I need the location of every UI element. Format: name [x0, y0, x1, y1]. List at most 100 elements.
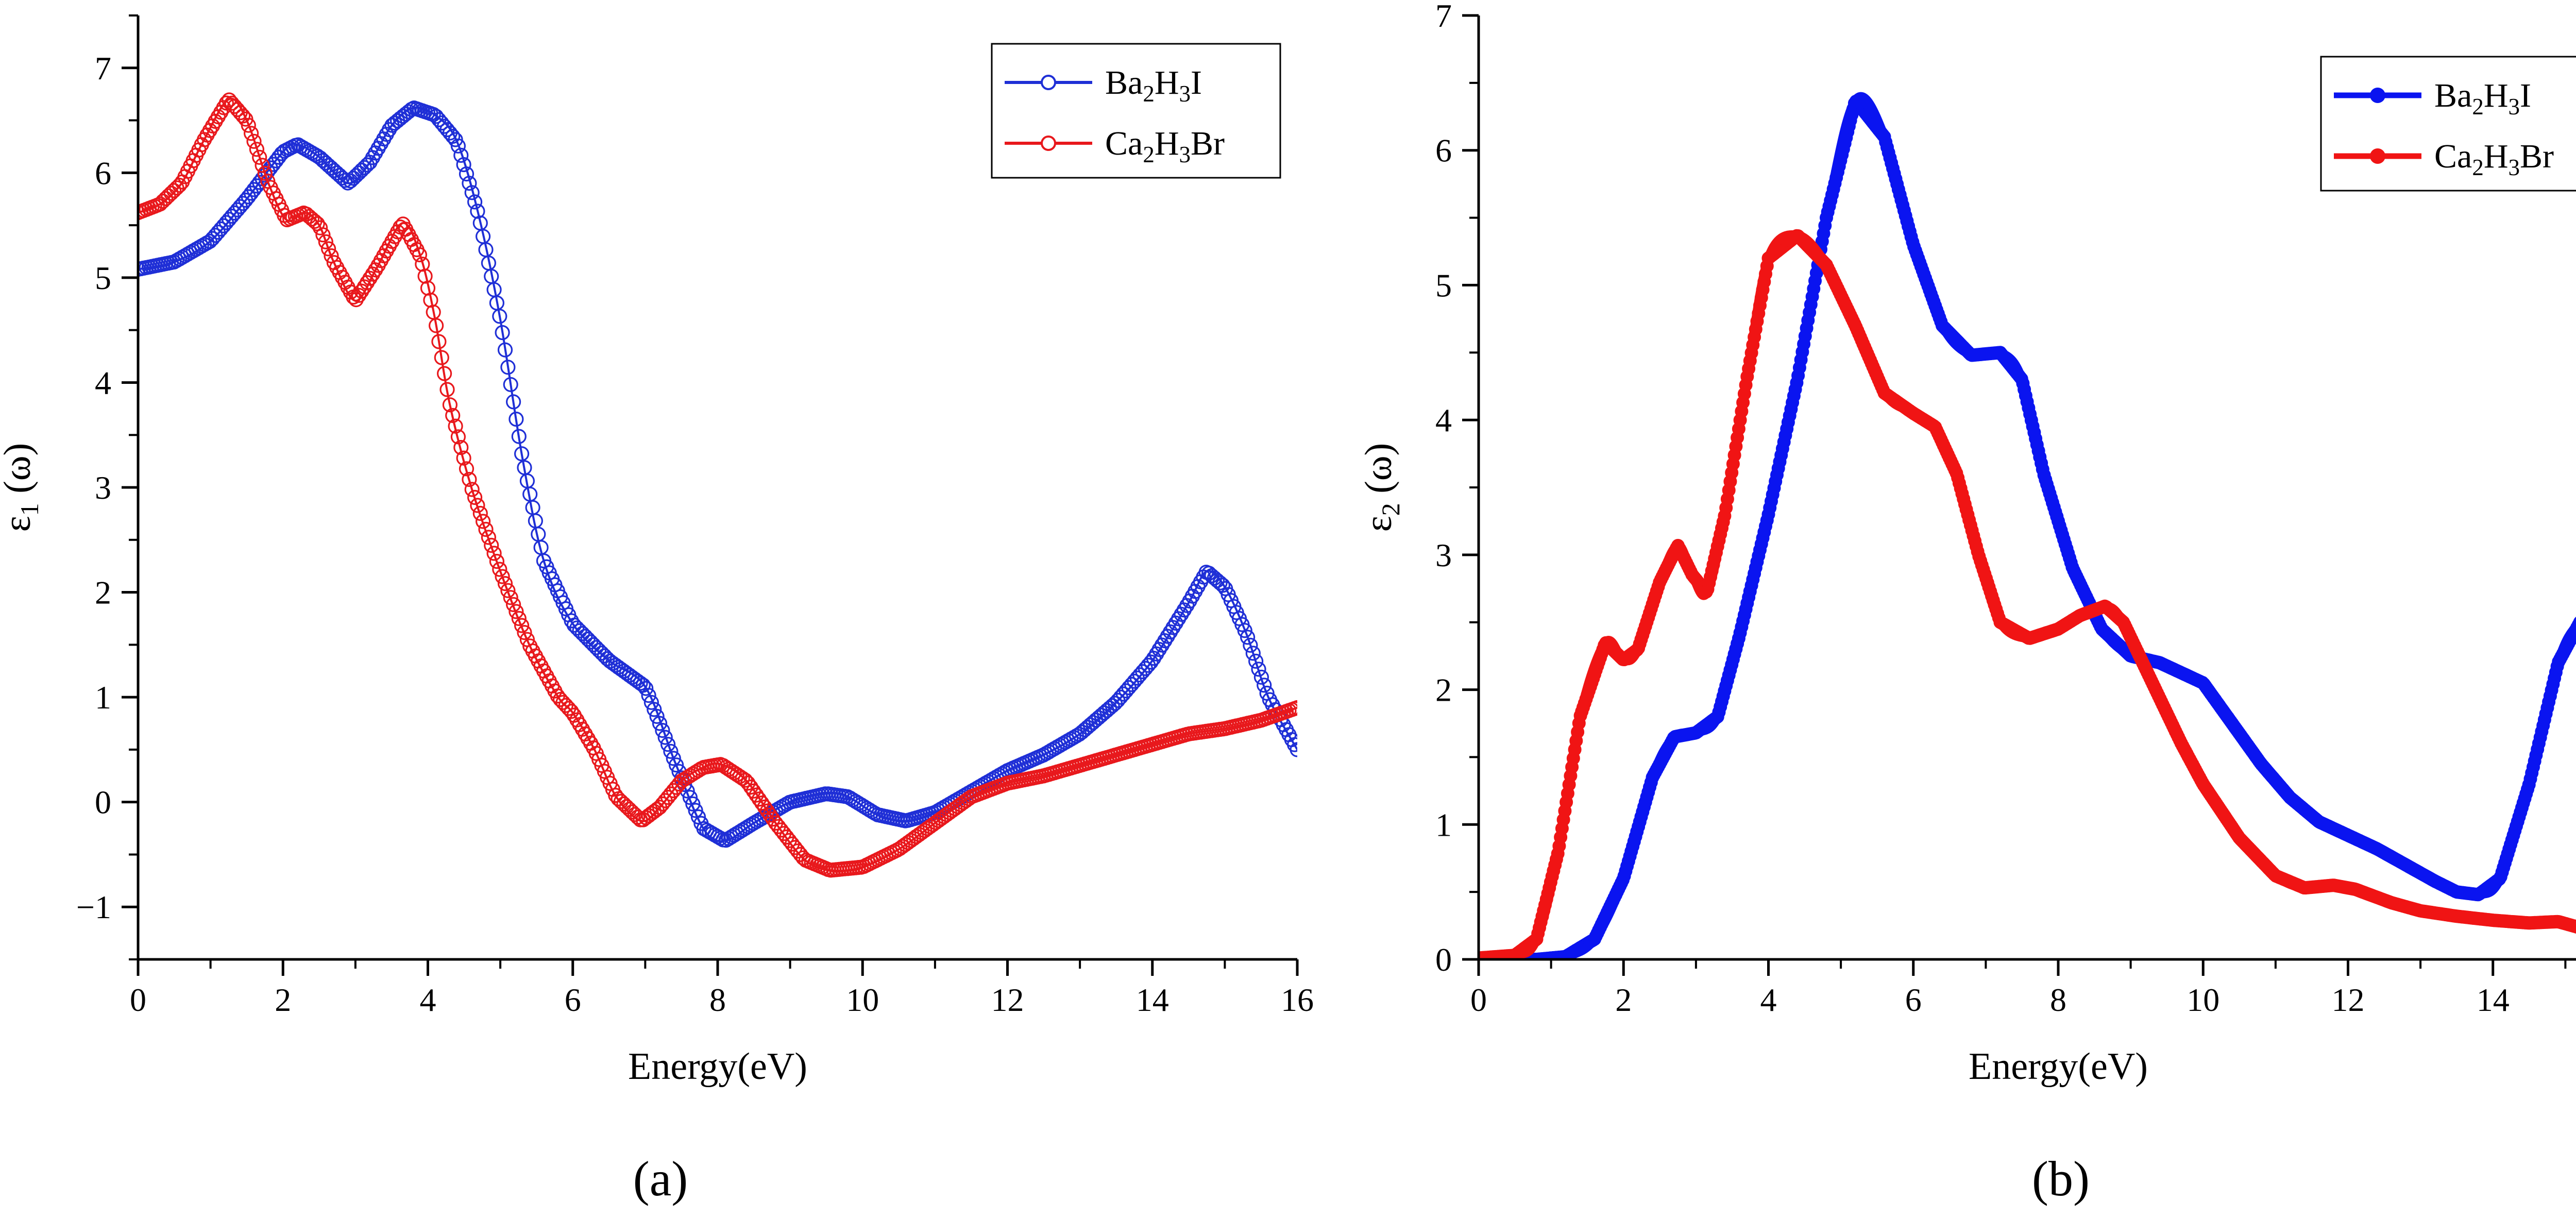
marker-a-1	[163, 185, 179, 201]
marker-a-1	[624, 804, 640, 820]
marker-a-1	[249, 142, 264, 157]
marker-a-0	[663, 743, 679, 759]
marker-a-0	[1243, 637, 1258, 653]
y-tick-label-a: 7	[95, 50, 111, 87]
legend-label-b-0: Ba2H3I	[2434, 77, 2531, 120]
marker-a-0	[641, 688, 656, 703]
marker-a-0	[591, 643, 607, 658]
marker-a-0	[682, 790, 698, 805]
marker-a-0	[351, 165, 367, 181]
marker-a-1	[749, 787, 764, 803]
marker-a-1	[241, 117, 256, 133]
marker-a-0	[588, 640, 604, 655]
marker-a-1	[492, 562, 507, 577]
marker-a-0	[569, 620, 585, 636]
marker-a-0	[1253, 669, 1269, 685]
marker-a-1	[348, 292, 364, 308]
marker-a-0	[657, 730, 673, 745]
marker-a-1	[315, 227, 331, 243]
legend-marker-a-1	[1041, 136, 1056, 151]
panel-b: 024681012141601234567Energy(eV)ε2 (ω)Ba2…	[1358, 0, 2576, 1088]
x-tick-label-a: 6	[565, 982, 581, 1018]
marker-a-1	[445, 408, 461, 424]
marker-a-1	[365, 266, 381, 282]
marker-a-0	[492, 309, 507, 324]
series-line-a-1	[138, 97, 1297, 872]
marker-a-0	[346, 171, 361, 186]
marker-a-1	[472, 505, 488, 521]
x-tick-label-b: 0	[1470, 982, 1487, 1018]
marker-a-1	[155, 194, 171, 209]
marker-a-1	[740, 775, 756, 791]
marker-a-1	[517, 624, 532, 640]
x-tick-label-b: 2	[1615, 982, 1632, 1018]
marker-a-1	[484, 537, 499, 553]
marker-a-0	[470, 204, 485, 219]
marker-a-1	[252, 149, 267, 165]
marker-a-1	[218, 95, 234, 111]
marker-a-1	[616, 796, 632, 812]
marker-a-1	[475, 514, 491, 529]
series-b-1	[1479, 229, 2576, 959]
panel-label-b: (b)	[2032, 1151, 2090, 1206]
x-tick-label-a: 8	[709, 982, 726, 1018]
marker-a-0	[1143, 654, 1159, 670]
y-tick-label-a: 0	[95, 784, 111, 821]
y-tick-label-b: 5	[1435, 267, 1452, 303]
marker-a-0	[315, 153, 331, 168]
marker-a-0	[467, 194, 483, 210]
marker-a-0	[514, 446, 530, 462]
marker-a-1	[359, 275, 375, 291]
marker-a-0	[1287, 737, 1297, 752]
legend-label-a-0: Ba2H3I	[1105, 64, 1202, 107]
legend-label-b-1: Ca2H3Br	[2434, 138, 2554, 180]
y-tick-label-a: 3	[95, 469, 111, 506]
marker-a-0	[329, 165, 345, 181]
x-tick-label-b: 8	[2050, 982, 2066, 1018]
marker-a-0	[688, 803, 703, 818]
marker-a-0	[348, 168, 364, 183]
y-tick-label-a: 5	[95, 260, 111, 296]
marker-a-1	[304, 211, 320, 227]
marker-a-0	[312, 150, 328, 166]
marker-a-1	[442, 397, 458, 413]
series-a-1	[138, 92, 1297, 878]
marker-a-0	[426, 107, 441, 122]
marker-a-0	[574, 626, 590, 641]
marker-a-1	[505, 597, 521, 612]
series-line-b-1	[1479, 230, 2576, 959]
panel-label-a: (a)	[633, 1151, 688, 1206]
marker-a-0	[1248, 653, 1264, 669]
marker-a-0	[1105, 698, 1120, 714]
marker-a-0	[354, 162, 369, 178]
marker-a-0	[655, 722, 670, 738]
y-tick-label-b: 6	[1435, 132, 1452, 169]
marker-a-1	[754, 795, 770, 811]
marker-a-1	[621, 802, 637, 817]
series-line-a-0	[138, 106, 1297, 842]
x-tick-label-a: 16	[1281, 982, 1314, 1018]
marker-a-1	[497, 576, 513, 591]
marker-a-1	[428, 318, 444, 333]
x-axis-title-b: Energy(eV)	[1969, 1045, 2148, 1088]
marker-a-0	[572, 623, 587, 638]
x-tick-label-a: 0	[130, 982, 146, 1018]
marker-a-0	[326, 163, 342, 178]
marker-a-0	[1212, 575, 1228, 590]
series-b-0	[1479, 92, 2576, 959]
marker-a-1	[244, 126, 259, 141]
legend-marker-b-0	[2370, 88, 2385, 103]
marker-a-1	[751, 791, 767, 807]
marker-a-0	[1245, 646, 1261, 661]
series-line-b-0	[1479, 92, 2576, 959]
marker-a-1	[649, 802, 665, 817]
marker-a-0	[586, 637, 601, 652]
y-tick-label-b: 3	[1435, 537, 1452, 573]
y-tick-label-b: 7	[1435, 0, 1452, 34]
x-tick-label-b: 6	[1905, 982, 1922, 1018]
marker-a-1	[246, 133, 262, 149]
legend-label-a-1: Ca2H3Br	[1105, 125, 1225, 167]
marker-a-1	[564, 704, 579, 719]
